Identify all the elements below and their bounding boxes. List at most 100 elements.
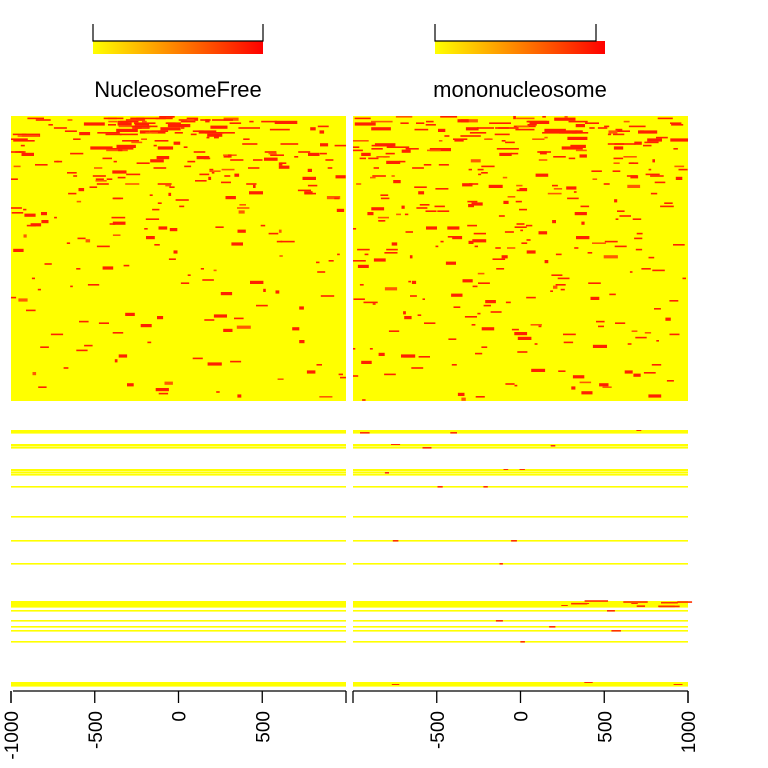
heatmap-cell [152,208,160,211]
heatmap-row [11,445,346,447]
heatmap-cell [579,381,592,384]
heatmap-cell [666,380,674,382]
heatmap-cell [145,218,160,220]
heatmap-cell [280,143,299,145]
heatmap-cell [571,602,588,605]
heatmap-cell [77,237,86,240]
heatmap-cell [210,125,228,129]
heatmap-cell [563,341,574,344]
heatmap-cell [155,117,173,120]
heatmap-row [353,516,688,518]
heatmap-cell [165,122,176,124]
heatmap-cell [250,280,264,284]
heatmap-cell [224,175,231,177]
heatmap-cell [221,181,231,184]
panel-title: NucleosomeFree [94,77,262,102]
heatmap-cell [327,167,333,169]
heatmap-cell [561,605,568,607]
heatmap-cell [144,228,148,230]
heatmap-row [353,603,688,605]
heatmap-cell [199,173,210,176]
heatmap-cell [425,210,437,212]
heatmap-cell [136,162,150,164]
x-axis-mononucleosome: -500 0 500 1000 [352,690,700,753]
heatmap-cell [664,202,673,204]
heatmap-cell [157,183,172,185]
heatmap-cell [11,207,22,209]
heatmap-cell [544,128,566,132]
heatmap-cell [279,255,283,257]
heatmap-cell [554,117,576,121]
x-axis-nucleosomefree: -1000 -500 0 500 [2,690,347,760]
heatmap-cell [614,199,618,203]
heatmap-cell [274,120,298,124]
heatmap-cell [592,178,598,180]
heatmap-cell [13,165,21,168]
heatmap-cell [211,172,215,174]
heatmap-cell [173,141,181,145]
heatmap-cell [650,192,658,195]
heatmap-cell [612,170,621,172]
heatmap-cell [469,132,487,134]
heatmap-cell [278,165,290,169]
heatmap-cell [173,250,178,254]
heatmap-cell [192,130,204,132]
heatmap-cell [535,173,549,177]
heatmap-cell [53,127,67,129]
heatmap-row [11,630,346,632]
heatmap-cell [116,144,136,148]
heatmap-cell [299,340,305,344]
heatmap-cell [97,132,120,134]
heatmap-cell [631,603,638,605]
heatmap-cell [581,391,593,395]
heatmap-cell [412,167,424,169]
heatmap-cell [70,285,73,288]
heatmap-cell [326,196,341,200]
heatmap-cell [477,272,485,275]
heatmap-cell [269,128,290,131]
heatmap-cell [371,127,391,131]
heatmap-cell [613,157,624,160]
heatmap-cell [648,256,655,259]
heatmap-cell [603,183,610,185]
heatmap-row [353,626,688,628]
heatmap-row [353,685,688,687]
heatmap-cell [131,141,143,144]
heatmap-cell [102,266,114,270]
heatmap-cell [643,372,656,374]
heatmap-cell [404,213,409,216]
heatmap-cell [48,124,53,126]
heatmap-cell [648,168,652,171]
heatmap-cell [425,124,436,126]
heatmap-row [353,606,688,608]
heatmap-cell [268,232,279,235]
heatmap-cell [418,356,430,358]
heatmap-cell [85,239,91,243]
heatmap-cell [263,288,266,292]
heatmap-row [11,444,346,446]
heatmap-cell [550,445,556,447]
heatmap-row [11,610,346,612]
heatmap-cell [154,244,160,246]
heatmap-cell [567,136,588,140]
heatmap-cell [230,159,244,161]
heatmap-cell [403,311,406,315]
heatmap-cell [603,255,618,259]
heatmap-cell [561,146,583,150]
heatmap-cell [515,128,535,131]
heatmap-cell [169,186,175,188]
heatmap-cell [334,197,340,200]
heatmap-cell [136,117,158,120]
heatmap-cell [542,116,546,118]
heatmap-cell [237,229,246,233]
heatmap-cell [516,189,520,192]
heatmap-cell [657,117,673,120]
heatmap-cell [278,229,282,233]
heatmap-cell [475,396,485,398]
heatmap-cell [472,285,478,288]
heatmap-cell [477,168,484,171]
heatmap-cell [669,333,680,336]
heatmap-cell [462,183,473,187]
heatmap-cell [122,140,139,142]
heatmap-cell [26,309,36,312]
